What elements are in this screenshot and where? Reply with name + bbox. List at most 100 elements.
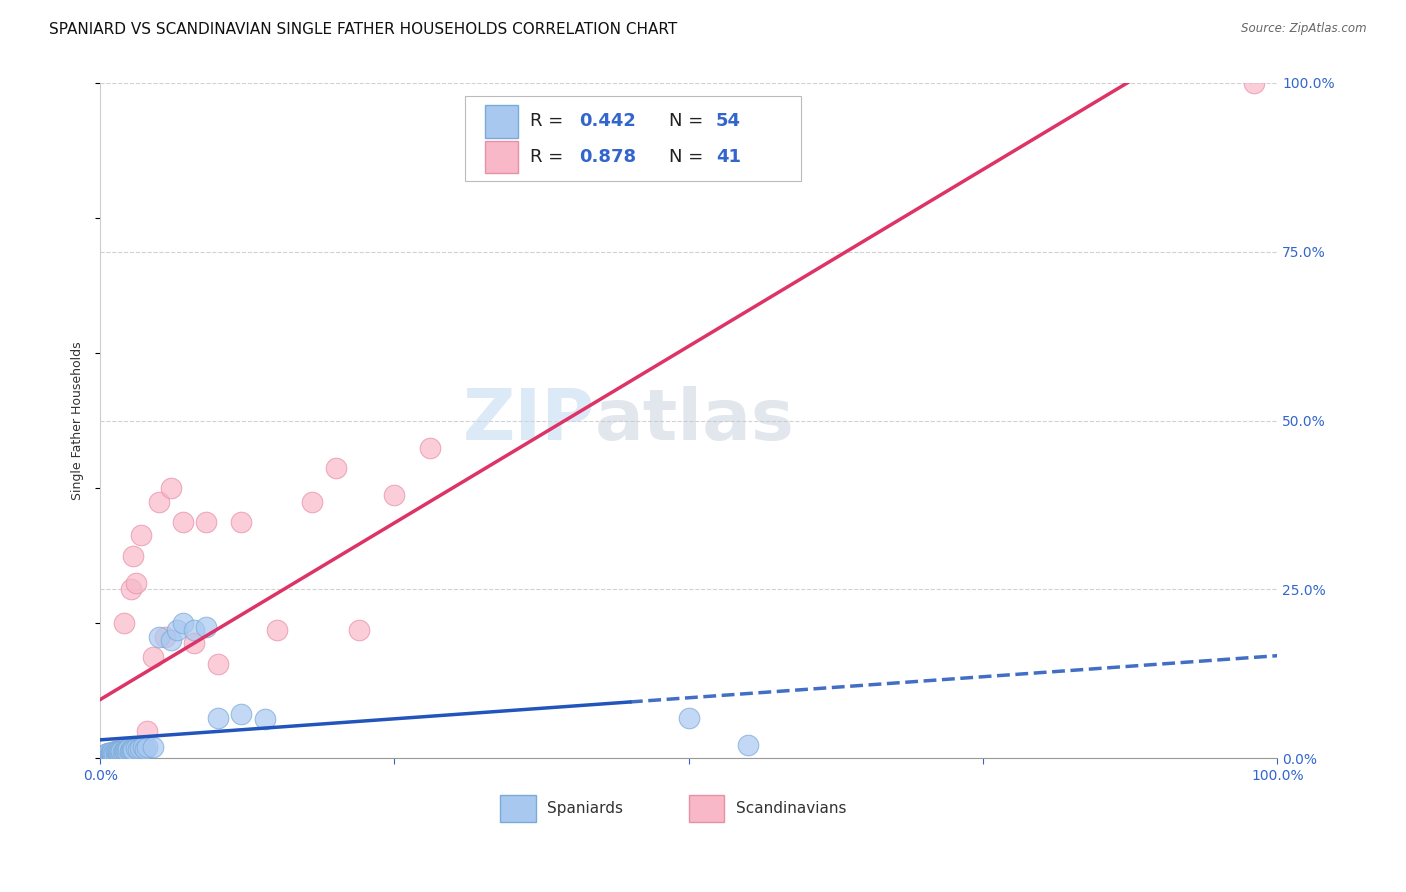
Point bbox=[129, 741, 152, 756]
Point bbox=[148, 494, 170, 508]
Point bbox=[172, 515, 194, 529]
Point bbox=[419, 441, 441, 455]
Point bbox=[105, 745, 128, 759]
Point bbox=[114, 744, 136, 758]
Point bbox=[97, 746, 120, 760]
Text: Spaniards: Spaniards bbox=[547, 801, 623, 816]
Point bbox=[384, 488, 406, 502]
Point bbox=[124, 741, 146, 756]
Point bbox=[120, 743, 142, 757]
Point bbox=[98, 747, 121, 762]
Point bbox=[253, 712, 276, 726]
Point bbox=[101, 747, 124, 761]
Text: Scandinavians: Scandinavians bbox=[735, 801, 846, 816]
Point bbox=[112, 744, 135, 758]
Point bbox=[117, 742, 139, 756]
Point bbox=[678, 711, 700, 725]
Point bbox=[105, 745, 128, 759]
Point bbox=[101, 745, 124, 759]
Point bbox=[266, 623, 288, 637]
Bar bbox=[501, 796, 536, 822]
Point bbox=[347, 623, 370, 637]
Point bbox=[94, 749, 117, 764]
Point bbox=[231, 707, 253, 722]
Point bbox=[207, 711, 229, 725]
Point bbox=[115, 743, 138, 757]
Point bbox=[107, 746, 129, 760]
Bar bbox=[689, 796, 724, 822]
Point bbox=[108, 745, 131, 759]
Point bbox=[737, 738, 759, 752]
Point bbox=[183, 623, 205, 637]
Point bbox=[136, 740, 159, 755]
Point bbox=[107, 744, 129, 758]
Point bbox=[131, 740, 153, 755]
Point bbox=[131, 528, 153, 542]
Point bbox=[103, 746, 125, 760]
Point bbox=[148, 630, 170, 644]
Point bbox=[100, 746, 122, 760]
Text: 54: 54 bbox=[716, 112, 741, 130]
Point bbox=[94, 747, 117, 761]
Point bbox=[108, 745, 131, 759]
Text: R =: R = bbox=[530, 148, 569, 166]
Point bbox=[91, 750, 114, 764]
Point bbox=[93, 749, 115, 764]
Text: ZIP: ZIP bbox=[463, 386, 595, 455]
Bar bbox=[485, 141, 517, 173]
Point bbox=[110, 744, 132, 758]
Text: SPANIARD VS SCANDINAVIAN SINGLE FATHER HOUSEHOLDS CORRELATION CHART: SPANIARD VS SCANDINAVIAN SINGLE FATHER H… bbox=[49, 22, 678, 37]
Text: N =: N = bbox=[669, 112, 709, 130]
Point bbox=[121, 742, 143, 756]
Point bbox=[134, 741, 156, 756]
Point bbox=[101, 745, 124, 759]
Point bbox=[231, 515, 253, 529]
Point bbox=[97, 746, 120, 760]
Text: R =: R = bbox=[530, 112, 569, 130]
Point bbox=[142, 649, 165, 664]
Point bbox=[160, 633, 183, 648]
Point bbox=[96, 747, 118, 762]
Point bbox=[104, 747, 127, 761]
Y-axis label: Single Father Households: Single Father Households bbox=[72, 342, 84, 500]
Point bbox=[207, 657, 229, 671]
Point bbox=[101, 747, 124, 761]
Bar bbox=[485, 105, 517, 137]
Point bbox=[98, 747, 121, 761]
Point bbox=[122, 743, 145, 757]
Point bbox=[325, 461, 347, 475]
Point bbox=[124, 575, 146, 590]
Point bbox=[115, 743, 138, 757]
Text: 0.878: 0.878 bbox=[579, 148, 637, 166]
Point bbox=[104, 744, 127, 758]
Point bbox=[117, 744, 139, 758]
Point bbox=[97, 747, 120, 762]
Point bbox=[1243, 76, 1265, 90]
Text: 0.442: 0.442 bbox=[579, 112, 636, 130]
Point bbox=[120, 582, 142, 597]
FancyBboxPatch shape bbox=[465, 96, 800, 181]
Point bbox=[94, 747, 117, 762]
Text: Source: ZipAtlas.com: Source: ZipAtlas.com bbox=[1241, 22, 1367, 36]
Point bbox=[183, 636, 205, 650]
Point bbox=[122, 549, 145, 563]
Point bbox=[117, 742, 139, 756]
Point bbox=[93, 747, 115, 762]
Point bbox=[94, 747, 117, 761]
Point bbox=[94, 748, 117, 763]
Point bbox=[112, 616, 135, 631]
Point bbox=[94, 748, 117, 763]
Point bbox=[104, 744, 127, 758]
Point bbox=[136, 724, 159, 739]
Point bbox=[110, 744, 132, 758]
Point bbox=[172, 616, 194, 631]
Point bbox=[153, 630, 176, 644]
Point bbox=[195, 515, 218, 529]
Point bbox=[110, 744, 132, 758]
Point bbox=[142, 739, 165, 754]
Point bbox=[103, 746, 125, 760]
Point bbox=[110, 744, 132, 758]
Point bbox=[96, 747, 118, 761]
Point bbox=[166, 623, 188, 637]
Point bbox=[160, 481, 183, 495]
